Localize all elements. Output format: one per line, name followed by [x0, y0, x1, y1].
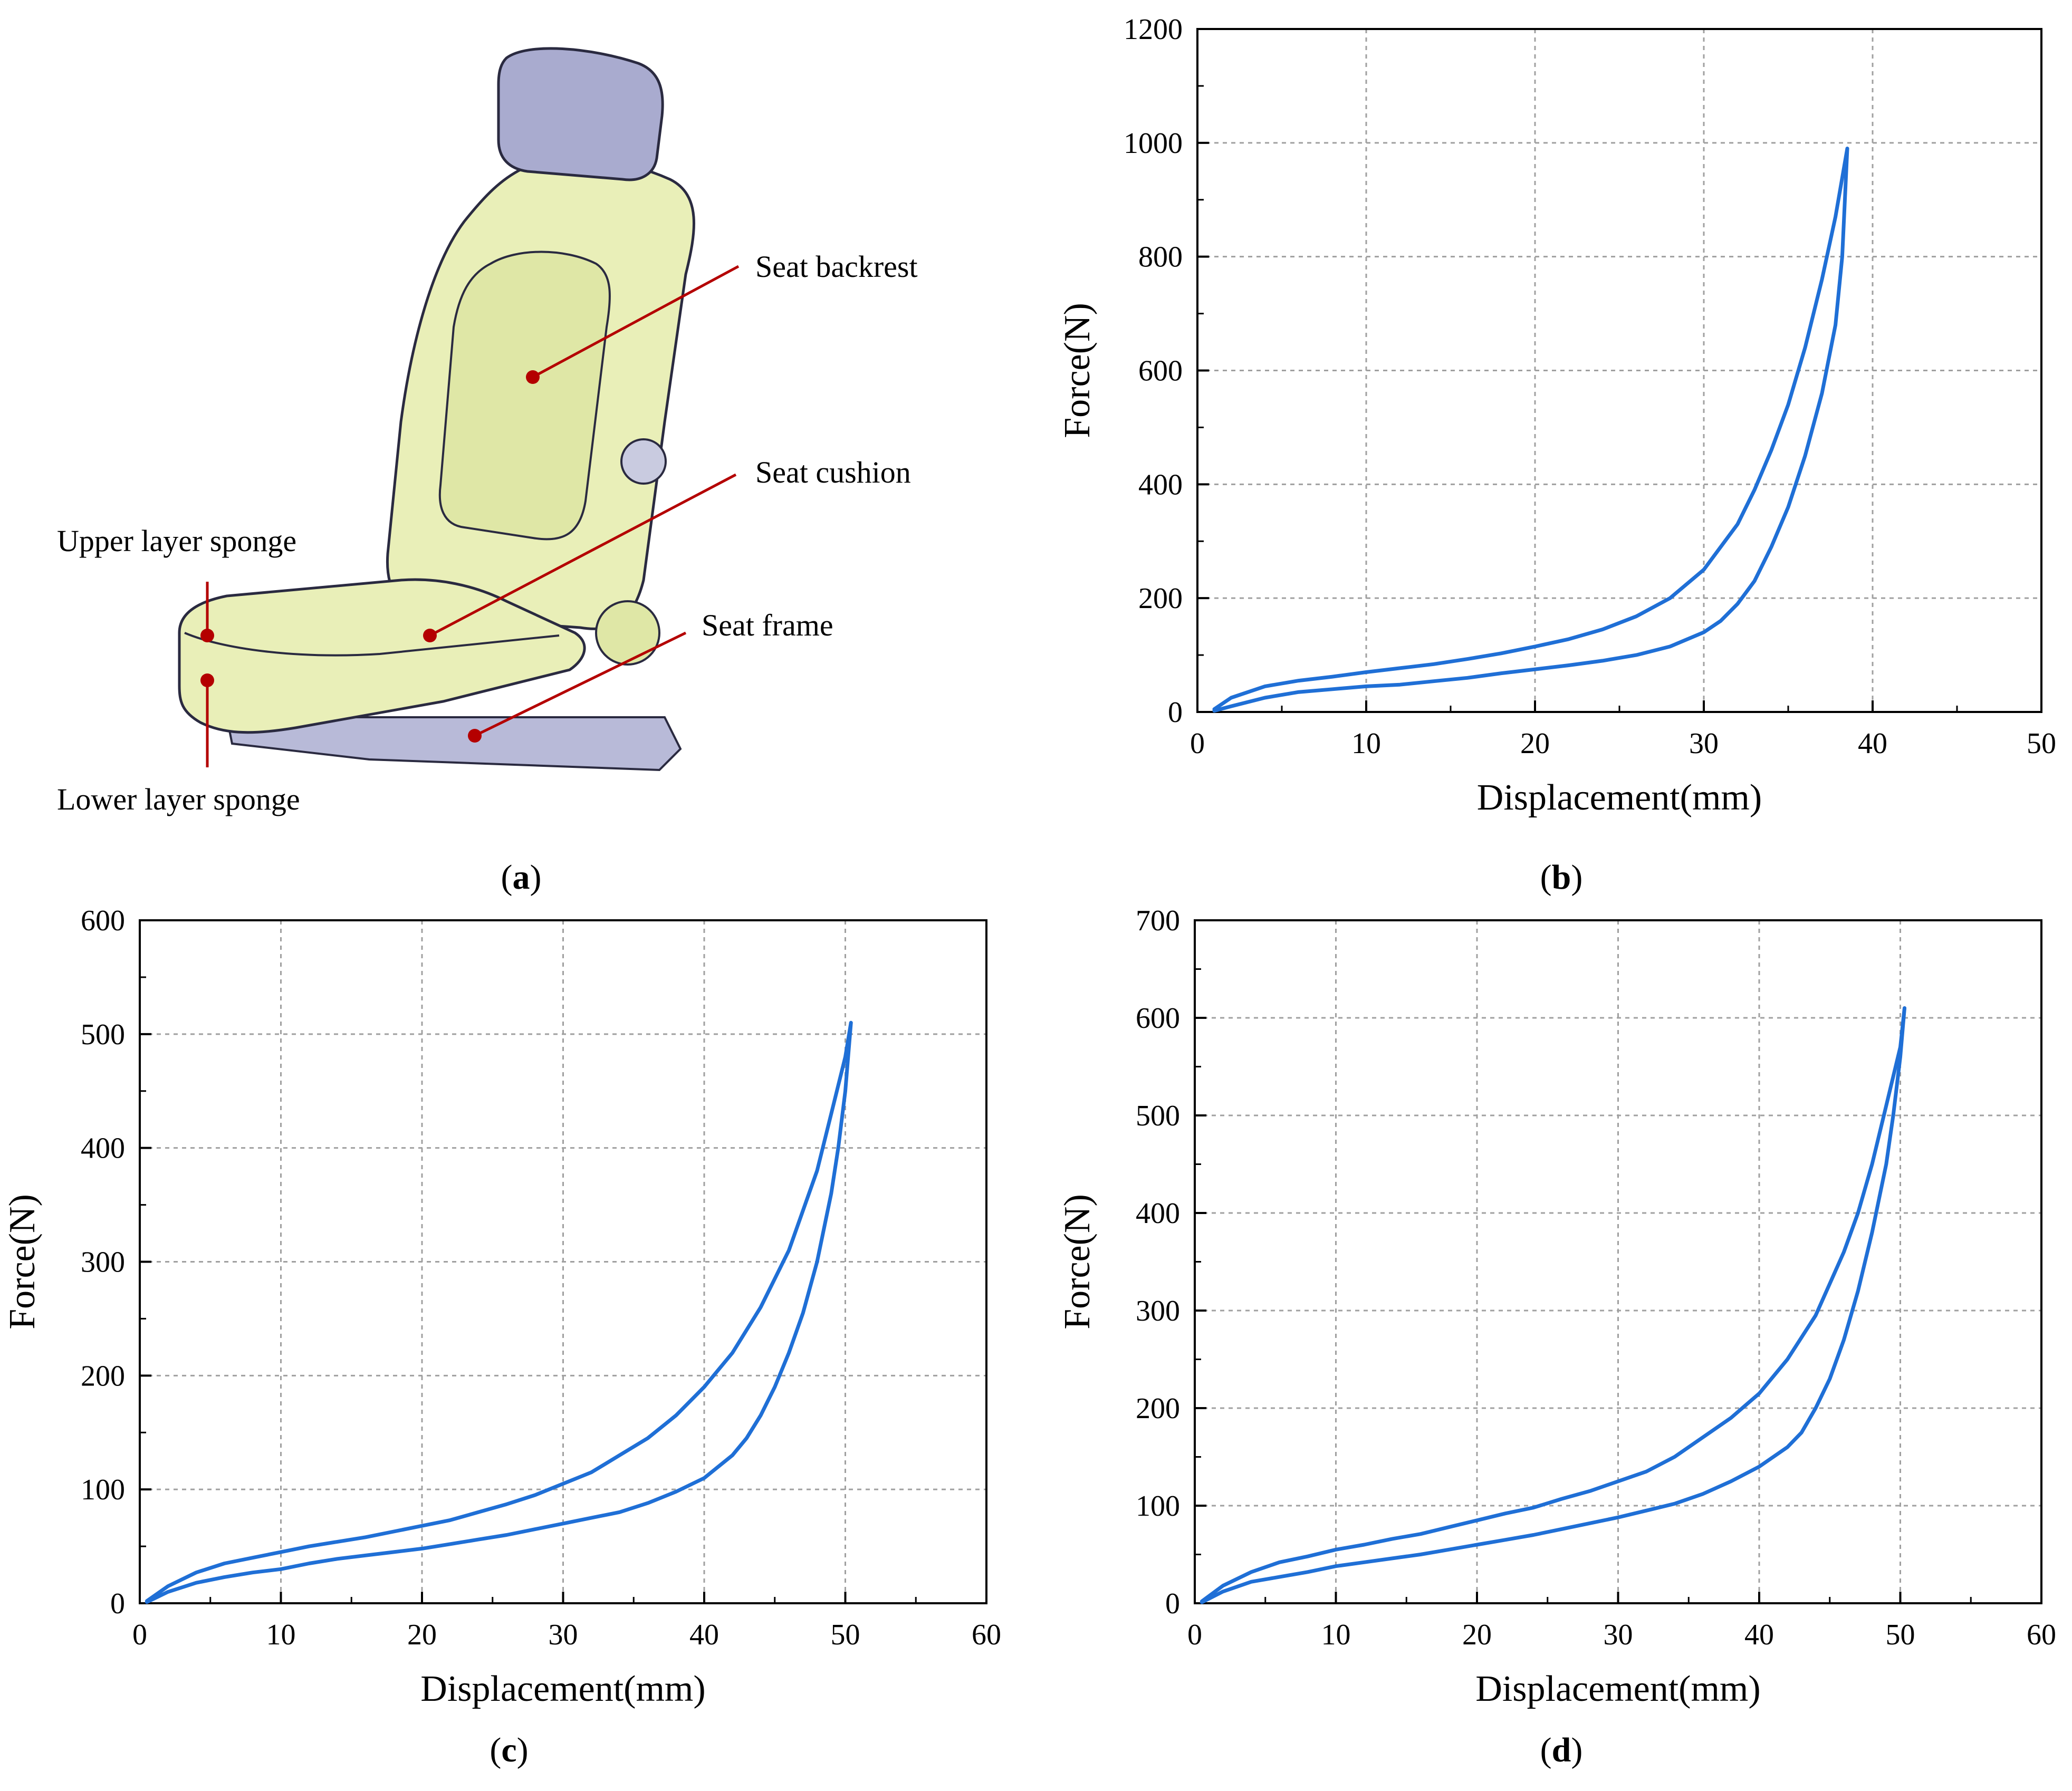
- x-tick-label-4: 40: [689, 1619, 719, 1651]
- x-axis-title: Displacement(mm): [420, 1669, 705, 1709]
- label-lower-layer-sponge: Lower layer sponge: [57, 782, 300, 816]
- x-tick-label-3: 30: [1689, 727, 1719, 760]
- x-axis-title: Displacement(mm): [1475, 1669, 1760, 1709]
- y-tick-label-3: 600: [1138, 355, 1183, 388]
- x-tick-label-1: 10: [266, 1619, 296, 1651]
- y-tick-label-0: 0: [110, 1587, 125, 1620]
- seat-cushion-shape: [178, 578, 586, 734]
- x-tick-label-4: 40: [1744, 1619, 1774, 1651]
- label-seat-frame: Seat frame: [702, 608, 833, 642]
- y-tick-label-5: 500: [81, 1018, 125, 1051]
- x-tick-label-1: 10: [1351, 727, 1381, 760]
- label-seat-cushion: Seat cushion: [755, 455, 911, 489]
- x-tick-label-3: 30: [1604, 1619, 1633, 1651]
- y-tick-label-2: 200: [1136, 1392, 1180, 1425]
- panel-a-seat-illustration: Seat backrest Seat cushion Seat frame Up…: [57, 47, 918, 897]
- headrest-shape: [497, 47, 664, 181]
- x-tick-label-5: 50: [2027, 727, 2056, 760]
- x-tick-label-2: 20: [1520, 727, 1550, 760]
- y-axis-title: Force(N): [1057, 303, 1098, 438]
- seat-frame-rail: [225, 716, 682, 772]
- y-axis-title: Force(N): [1057, 1194, 1098, 1330]
- caption-letter-d: d: [1552, 1731, 1571, 1769]
- y-tick-label-4: 400: [81, 1132, 125, 1165]
- recliner-hub-shape: [595, 600, 660, 666]
- callout-lower-sponge: Lower layer sponge: [57, 673, 300, 816]
- callout-upper-sponge: Upper layer sponge: [57, 524, 296, 642]
- y-tick-label-6: 600: [1136, 1002, 1180, 1035]
- series-line-1: [145, 1020, 853, 1604]
- seat-backrest-panel: [438, 251, 611, 541]
- x-tick-label-1: 10: [1321, 1619, 1351, 1651]
- chart-d: 0 10 20 30 40 50 600100200300400500600700Displ…: [1057, 904, 2056, 1769]
- x-tick-label-0: 0: [132, 1619, 147, 1651]
- caption-b: (b): [1540, 858, 1583, 897]
- y-tick-label-3: 300: [1136, 1295, 1180, 1327]
- x-tick-label-5: 50: [831, 1619, 860, 1651]
- x-tick-label-5: 50: [1886, 1619, 1915, 1651]
- series-line-0: [1200, 1006, 1906, 1603]
- series-line-0: [1212, 147, 1849, 711]
- x-tick-label-6: 60: [2027, 1619, 2056, 1651]
- y-tick-label-7: 700: [1136, 904, 1180, 937]
- y-tick-label-0: 0: [1165, 1587, 1180, 1620]
- y-tick-label-4: 800: [1138, 241, 1183, 274]
- x-tick-label-2: 20: [407, 1619, 437, 1651]
- y-tick-label-1: 100: [1136, 1490, 1180, 1523]
- y-tick-label-0: 0: [1168, 696, 1183, 729]
- x-axis-title: Displacement(mm): [1477, 777, 1762, 818]
- recliner-knob-shape: [620, 438, 667, 485]
- y-tick-label-6: 1200: [1124, 13, 1183, 46]
- series-line-1: [1200, 1006, 1906, 1604]
- x-tick-label-0: 0: [1187, 1619, 1202, 1651]
- y-tick-label-1: 100: [81, 1474, 125, 1506]
- x-tick-label-6: 60: [972, 1619, 1001, 1651]
- y-tick-label-1: 200: [1138, 582, 1183, 615]
- y-tick-label-5: 1000: [1124, 127, 1183, 160]
- callout-frame: Seat frame: [468, 608, 833, 743]
- y-tick-label-3: 300: [81, 1246, 125, 1279]
- callout-backrest: Seat backrest: [526, 249, 918, 384]
- chart-c: 0 10 20 30 40 50 600100200300400500600Displace…: [2, 904, 1001, 1769]
- x-tick-label-4: 40: [1858, 727, 1887, 760]
- x-tick-label-2: 20: [1462, 1619, 1492, 1651]
- y-tick-label-5: 500: [1136, 1100, 1180, 1132]
- x-tick-label-0: 0: [1190, 727, 1205, 760]
- caption-letter-b: b: [1552, 858, 1571, 897]
- caption-d: (d): [1540, 1731, 1583, 1769]
- caption-a: (a): [501, 858, 542, 897]
- y-tick-label-2: 400: [1138, 468, 1183, 501]
- caption-letter-c: c: [501, 1731, 516, 1769]
- label-seat-backrest: Seat backrest: [755, 249, 918, 284]
- series-line-0: [145, 1020, 853, 1603]
- y-tick-label-4: 400: [1136, 1197, 1180, 1230]
- series-line-1: [1212, 147, 1849, 713]
- chart-b: 0 10 20 30 40 50 0 200 400 600 800 1000 1200 Displace…: [1057, 13, 2056, 897]
- y-tick-label-6: 600: [81, 904, 125, 937]
- caption-c: (c): [490, 1731, 528, 1769]
- y-axis-title: Force(N): [2, 1194, 43, 1330]
- y-tick-label-2: 200: [81, 1360, 125, 1392]
- x-tick-label-3: 30: [549, 1619, 578, 1651]
- callout-cushion: Seat cushion: [423, 455, 911, 642]
- label-upper-layer-sponge: Upper layer sponge: [57, 524, 296, 558]
